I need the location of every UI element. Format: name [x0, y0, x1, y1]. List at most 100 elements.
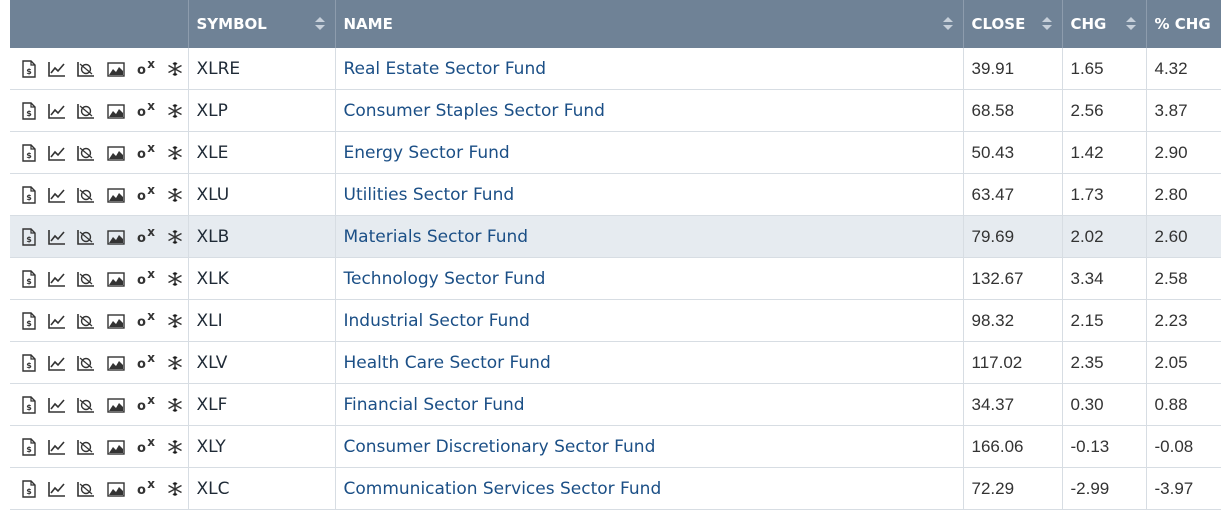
seasonality-chart-icon[interactable] — [77, 439, 95, 455]
area-chart-icon[interactable] — [107, 397, 125, 413]
profile-icon[interactable]: $ — [22, 60, 36, 78]
symbol-text: XLK — [196, 268, 229, 289]
header-pct-chg[interactable]: % CHG↓ — [1146, 0, 1221, 48]
area-chart-icon[interactable] — [107, 313, 125, 329]
snowflake-icon[interactable] — [167, 355, 183, 371]
header-symbol[interactable]: SYMBOL — [188, 0, 336, 48]
profile-icon[interactable]: $ — [22, 102, 36, 120]
snowflake-icon[interactable] — [167, 271, 183, 287]
profile-icon[interactable]: $ — [22, 438, 36, 456]
header-name[interactable]: NAME — [335, 0, 964, 48]
seasonality-chart-icon[interactable] — [77, 397, 95, 413]
snowflake-icon[interactable] — [167, 61, 183, 77]
area-chart-icon[interactable] — [107, 271, 125, 287]
profile-icon[interactable]: $ — [22, 480, 36, 498]
fund-name-link[interactable]: Consumer Staples Sector Fund — [343, 100, 605, 121]
header-close[interactable]: CLOSE — [963, 0, 1063, 48]
line-chart-icon[interactable] — [47, 481, 66, 497]
snowflake-icon[interactable] — [167, 481, 183, 497]
fund-name-link[interactable]: Industrial Sector Fund — [343, 310, 530, 331]
pct-chg-value: -0.08 — [1154, 436, 1194, 456]
area-chart-icon[interactable] — [107, 103, 125, 119]
area-chart-icon[interactable] — [107, 145, 125, 161]
seasonality-chart-icon[interactable] — [77, 187, 95, 203]
svg-text:$: $ — [26, 193, 32, 202]
sort-icon[interactable] — [1041, 17, 1052, 31]
profile-icon[interactable]: $ — [22, 186, 36, 204]
line-chart-icon[interactable] — [47, 271, 66, 287]
seasonality-chart-icon[interactable] — [77, 103, 95, 119]
line-chart-icon[interactable] — [47, 439, 66, 455]
snowflake-icon[interactable] — [167, 229, 183, 245]
line-chart-icon[interactable] — [47, 313, 66, 329]
snowflake-icon[interactable] — [167, 187, 183, 203]
line-chart-icon[interactable] — [47, 145, 66, 161]
line-chart-icon[interactable] — [47, 397, 66, 413]
seasonality-chart-icon[interactable] — [77, 313, 95, 329]
fund-name-link[interactable]: Health Care Sector Fund — [343, 352, 551, 373]
fund-name-link[interactable]: Technology Sector Fund — [343, 268, 546, 289]
snowflake-icon[interactable] — [167, 397, 183, 413]
symbol-text: XLP — [196, 100, 228, 121]
fund-name-link[interactable]: Financial Sector Fund — [343, 394, 525, 415]
snowflake-icon[interactable] — [167, 313, 183, 329]
name-cell: Health Care Sector Fund — [335, 341, 964, 384]
fund-name-link[interactable]: Energy Sector Fund — [343, 142, 510, 163]
area-chart-icon[interactable] — [107, 355, 125, 371]
line-chart-icon[interactable] — [47, 355, 66, 371]
chg-value: 2.15 — [1070, 310, 1104, 330]
fund-name-link[interactable]: Communication Services Sector Fund — [343, 478, 662, 499]
seasonality-chart-icon[interactable] — [77, 355, 95, 371]
profile-icon[interactable]: $ — [22, 270, 36, 288]
header-chg[interactable]: CHG — [1062, 0, 1147, 48]
pct-chg-cell: 3.87 — [1146, 89, 1221, 132]
sort-icon[interactable] — [314, 17, 325, 31]
area-chart-icon[interactable] — [107, 229, 125, 245]
area-chart-icon[interactable] — [107, 187, 125, 203]
snowflake-icon[interactable] — [167, 103, 183, 119]
line-chart-icon[interactable] — [47, 61, 66, 77]
line-chart-icon[interactable] — [47, 103, 66, 119]
line-chart-icon[interactable] — [47, 229, 66, 245]
seasonality-chart-icon[interactable] — [77, 271, 95, 287]
sort-icon[interactable] — [1125, 17, 1136, 31]
symbol-cell: XLY — [188, 425, 336, 468]
profile-icon[interactable]: $ — [22, 354, 36, 372]
fund-name-link[interactable]: Consumer Discretionary Sector Fund — [343, 436, 656, 457]
fund-name-link[interactable]: Materials Sector Fund — [343, 226, 529, 247]
profile-icon[interactable]: $ — [22, 144, 36, 162]
symbol-cell: XLC — [188, 467, 336, 510]
profile-icon[interactable]: $ — [22, 228, 36, 246]
seasonality-chart-icon[interactable] — [77, 61, 95, 77]
area-chart-icon[interactable] — [107, 439, 125, 455]
seasonality-chart-icon[interactable] — [77, 481, 95, 497]
line-chart-icon[interactable] — [47, 187, 66, 203]
seasonality-chart-icon[interactable] — [77, 229, 95, 245]
snowflake-icon[interactable] — [167, 439, 183, 455]
pct-chg-value: 0.88 — [1154, 394, 1188, 414]
seasonality-chart-icon[interactable] — [77, 145, 95, 161]
fund-name-link[interactable]: Utilities Sector Fund — [343, 184, 515, 205]
profile-icon[interactable]: $ — [22, 396, 36, 414]
fund-name-link[interactable]: Real Estate Sector Fund — [343, 58, 547, 79]
snowflake-icon[interactable] — [167, 145, 183, 161]
sort-icon[interactable] — [942, 17, 953, 31]
chg-cell: 1.65 — [1062, 48, 1147, 90]
area-chart-icon[interactable] — [107, 61, 125, 77]
profile-icon[interactable]: $ — [22, 312, 36, 330]
area-chart-icon[interactable] — [107, 481, 125, 497]
